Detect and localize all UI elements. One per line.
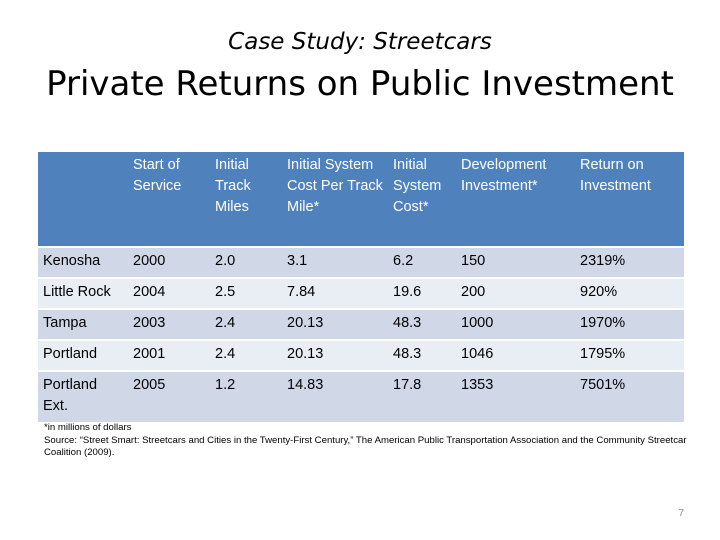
city-cell: Tampa bbox=[38, 308, 128, 340]
table-cell: 1353 bbox=[456, 370, 575, 422]
table-cell: 2005 bbox=[128, 370, 210, 422]
column-header bbox=[38, 152, 128, 247]
table-cell: 2004 bbox=[128, 277, 210, 309]
footnote: *in millions of dollars Source: “Street … bbox=[44, 422, 694, 460]
table-cell: 920% bbox=[575, 277, 684, 309]
table-row: Little Rock 2004 2.5 7.84 19.6 200 920% bbox=[38, 277, 684, 309]
table-cell: 2.5 bbox=[210, 277, 282, 309]
table-row: Tampa 2003 2.4 20.13 48.3 1000 1970% bbox=[38, 308, 684, 340]
slide-title: Private Returns on Public Investment bbox=[46, 64, 674, 104]
column-header: Initial System Cost Per Track Mile* bbox=[282, 152, 388, 247]
table-cell: 14.83 bbox=[282, 370, 388, 422]
table-cell: 1046 bbox=[456, 339, 575, 371]
table-cell: 6.2 bbox=[388, 246, 456, 278]
table-cell: 2.4 bbox=[210, 339, 282, 371]
slide-subtitle: Case Study: Streetcars bbox=[228, 29, 492, 55]
table-cell: 1795% bbox=[575, 339, 684, 371]
column-header: Development Investment* bbox=[456, 152, 575, 247]
table-row: Kenosha 2000 2.0 3.1 6.2 150 2319% bbox=[38, 246, 684, 278]
table-cell: 2001 bbox=[128, 339, 210, 371]
streetcar-table: Start of Service Initial Track Miles Ini… bbox=[38, 152, 684, 422]
table-row: Portland 2001 2.4 20.13 48.3 1046 1795% bbox=[38, 339, 684, 371]
table-cell: 20.13 bbox=[282, 308, 388, 340]
table-cell: 200 bbox=[456, 277, 575, 309]
table-cell: 48.3 bbox=[388, 339, 456, 371]
column-header: Start of Service bbox=[128, 152, 210, 247]
table-cell: 2.0 bbox=[210, 246, 282, 278]
footnote-units: *in millions of dollars bbox=[44, 422, 132, 433]
table-cell: 150 bbox=[456, 246, 575, 278]
city-cell: Kenosha bbox=[38, 246, 128, 278]
city-cell: Portland bbox=[38, 339, 128, 371]
table-cell: 19.6 bbox=[388, 277, 456, 309]
page-number: 7 bbox=[678, 508, 684, 519]
table-cell: 7.84 bbox=[282, 277, 388, 309]
table-cell: 17.8 bbox=[388, 370, 456, 422]
table-cell: 7501% bbox=[575, 370, 684, 422]
table-cell: 20.13 bbox=[282, 339, 388, 371]
column-header: Return on Investment bbox=[575, 152, 684, 247]
table-row: Portland Ext. 2005 1.2 14.83 17.8 1353 7… bbox=[38, 370, 684, 422]
table-cell: 2319% bbox=[575, 246, 684, 278]
table-cell: 2000 bbox=[128, 246, 210, 278]
table-cell: 3.1 bbox=[282, 246, 388, 278]
table-cell: 48.3 bbox=[388, 308, 456, 340]
city-cell: Portland Ext. bbox=[38, 370, 128, 422]
column-header: Initial System Cost* bbox=[388, 152, 456, 247]
table-cell: 1.2 bbox=[210, 370, 282, 422]
table-cell: 1000 bbox=[456, 308, 575, 340]
footnote-source: Source: “Street Smart: Streetcars and Ci… bbox=[44, 434, 687, 459]
table-cell: 2003 bbox=[128, 308, 210, 340]
column-header: Initial Track Miles bbox=[210, 152, 282, 247]
table-cell: 1970% bbox=[575, 308, 684, 340]
table-cell: 2.4 bbox=[210, 308, 282, 340]
city-cell: Little Rock bbox=[38, 277, 128, 309]
table-header-row: Start of Service Initial Track Miles Ini… bbox=[38, 152, 684, 247]
